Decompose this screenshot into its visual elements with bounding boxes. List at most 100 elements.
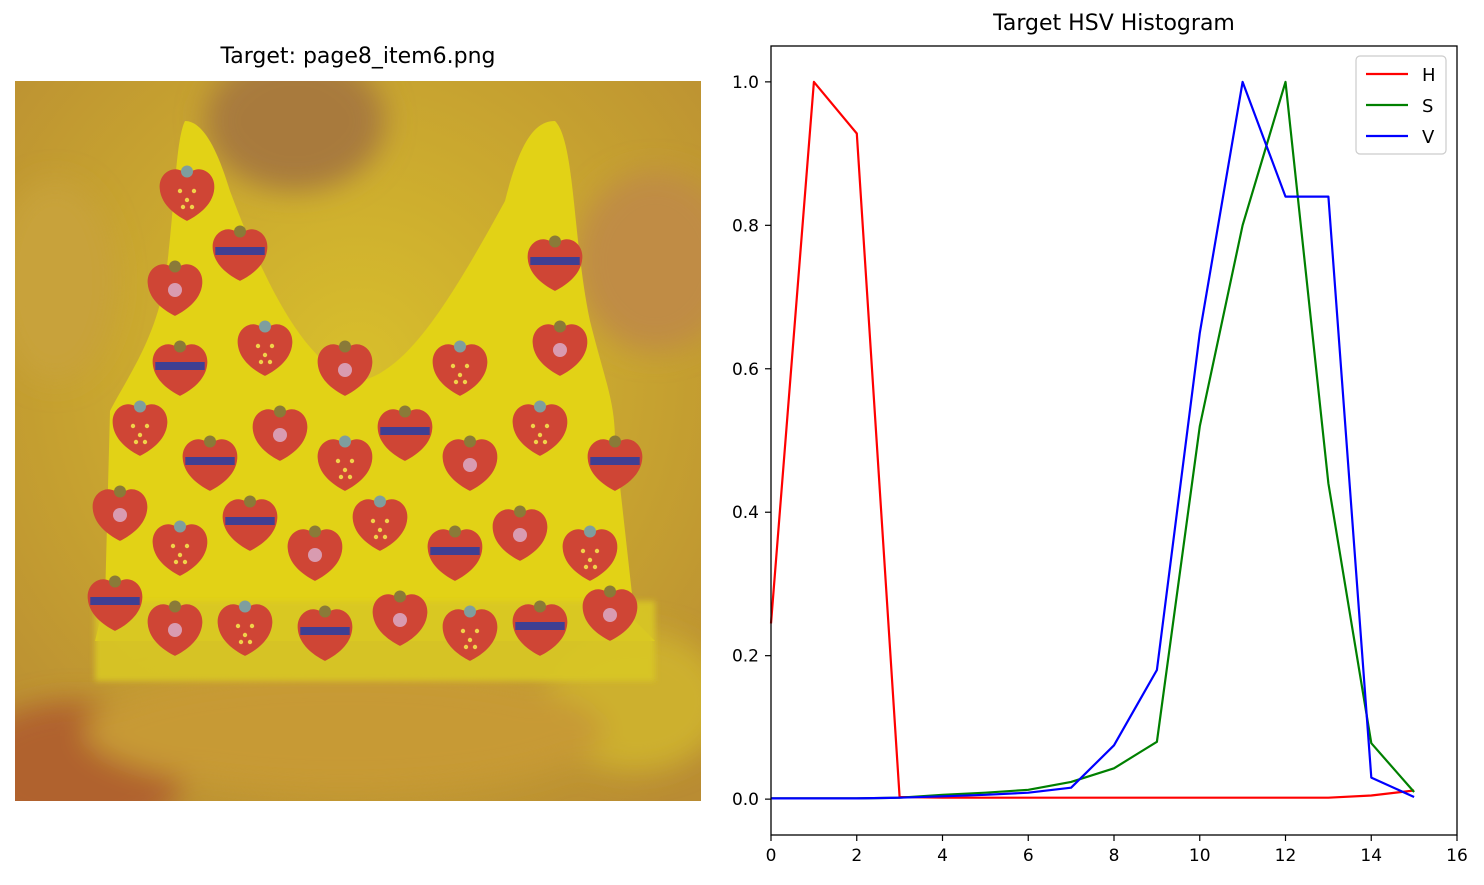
strawberry-stripe [590,457,640,465]
strawberry-heart [338,363,352,377]
strawberry-leaf-icon [169,600,181,613]
strawberry-seed [189,204,195,210]
strawberry-icon [212,229,268,281]
strawberry-seed [347,474,353,480]
strawberry-leaf-icon [454,340,466,353]
strawberry-seed [335,458,341,464]
strawberry-tank-top-picture [15,81,701,801]
strawberry-leaf-icon [309,525,321,538]
strawberry-leaf-icon [394,590,406,603]
strawberry-seed [338,474,344,480]
strawberry-leaf-icon [109,575,121,588]
y-tick-label: 0.2 [732,647,759,667]
x-tick-label: 12 [1275,846,1297,866]
strawberry-icon [182,439,238,491]
series-line-v [771,80,1415,800]
strawberry-heart [273,428,287,442]
strawberry-icon [377,409,433,461]
strawberry-heart [168,623,182,637]
strawberry-seed [462,379,468,385]
strawberry-seed [242,632,248,638]
strawberry-seed [249,623,255,629]
strawberry-icon [87,579,143,631]
strawberry-seed [463,644,469,650]
strawberry-seed [533,439,539,445]
strawberry-leaf-icon [534,600,546,613]
strawberry-seed [238,639,244,645]
strawberry-seed [530,423,536,429]
strawberry-leaf-icon [319,605,331,618]
strawberry-seed [177,188,183,194]
strawberry-seed [583,564,589,570]
strawberry-seed [453,379,459,385]
strawberry-seed [262,352,268,358]
strawberry-seed [182,559,188,565]
image-panel-title: Target: page8_item6.png [220,44,496,69]
strawberry-heart [308,548,322,562]
strawberry-seed [130,423,136,429]
strawberry-leaf-icon [204,435,216,448]
strawberry-seed [587,557,593,563]
strawberry-leaf-icon [584,525,596,538]
strawberry-icon [527,239,583,291]
legend-label-v: V [1422,127,1435,148]
strawberry-icon [512,404,568,456]
strawberry-seed [464,363,470,369]
x-tick-label: 10 [1189,846,1211,866]
target-image [15,81,701,801]
series-line-s [771,80,1415,800]
legend-label-h: H [1422,65,1436,86]
strawberry-icon [352,499,408,551]
strawberry-leaf-icon [181,165,193,178]
strawberry-seed [373,534,379,540]
strawberry-heart [603,608,617,622]
strawberry-seed [349,458,355,464]
strawberry-leaf-icon [554,320,566,333]
strawberry-leaf-icon [174,340,186,353]
x-tick-label: 8 [1109,846,1120,866]
strawberry-seed [542,439,548,445]
strawberry-icon [152,524,208,576]
strawberry-icon [317,439,373,491]
strawberry-seed [133,439,139,445]
strawberry-seed [450,363,456,369]
strawberry-stripe [300,627,350,635]
x-tick-label: 2 [851,846,862,866]
strawberry-leaf-icon [549,235,561,248]
x-tick-label: 14 [1360,846,1382,866]
strawberry-stripe [530,257,580,265]
strawberry-leaf-icon [169,260,181,273]
strawberry-icon [237,324,293,376]
strawberry-leaf-icon [244,495,256,508]
strawberry-heart [463,458,477,472]
y-tick-label: 1.0 [732,73,759,93]
strawberry-seed [255,343,261,349]
strawberry-leaf-icon [259,320,271,333]
strawberry-stripe [90,597,140,605]
strawberry-leaf-icon [134,400,146,413]
x-tick-label: 16 [1446,846,1468,866]
strawberry-seed [258,359,264,365]
x-tick-label: 4 [937,846,948,866]
strawberry-seed [180,204,186,210]
strawberry-stripe [185,457,235,465]
strawberry-leaf-icon [374,495,386,508]
strawberry-icon [159,169,215,221]
strawberry-seed [370,518,376,524]
strawberry-seed [235,623,241,629]
x-tick-label: 0 [766,846,777,866]
strawberry-icon [432,344,488,396]
strawberry-icon [562,529,618,581]
strawberry-seed [377,527,383,533]
strawberry-icon [587,439,643,491]
strawberry-leaf-icon [534,400,546,413]
strawberry-stripe [225,517,275,525]
strawberry-heart [168,283,182,297]
strawberry-leaf-icon [114,485,126,498]
strawberry-stripe [430,547,480,555]
strawberry-leaf-icon [339,340,351,353]
strawberry-leaf-icon [399,405,411,418]
strawberry-seed [342,467,348,473]
